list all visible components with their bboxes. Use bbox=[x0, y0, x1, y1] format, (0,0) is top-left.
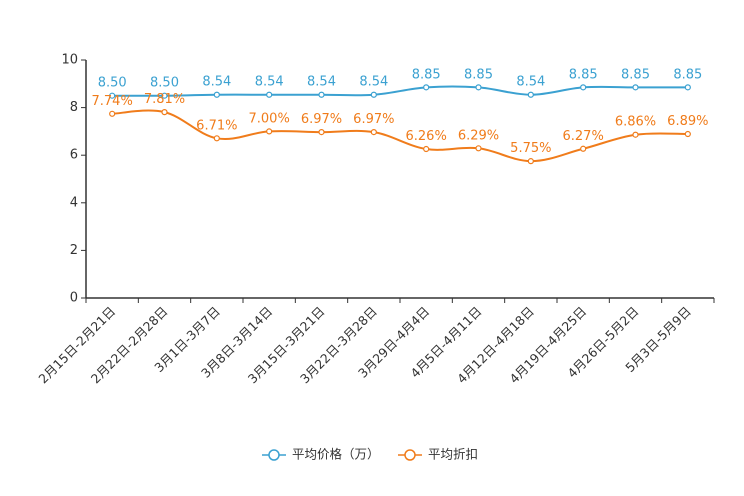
series-1-point[interactable] bbox=[213, 135, 220, 142]
series-1-point[interactable] bbox=[475, 145, 482, 152]
x-axis: 2月15日-2月21日2月22日-2月28日3月1日-3月7日3月8日-3月14… bbox=[35, 297, 715, 386]
series-0-point[interactable] bbox=[213, 91, 220, 98]
series-0-point[interactable] bbox=[109, 92, 116, 99]
series-0-data-label: 8.85 bbox=[673, 67, 702, 82]
series-0-data-label: 8.85 bbox=[412, 67, 441, 82]
legend[interactable]: 平均价格（万） 平均折扣 bbox=[262, 447, 478, 462]
series-0-point[interactable] bbox=[318, 91, 325, 98]
legend-label-price: 平均价格（万） bbox=[292, 447, 380, 462]
legend-item-price[interactable]: 平均价格（万） bbox=[262, 447, 380, 462]
series-1-data-label: 7.81% bbox=[144, 92, 185, 107]
series-0-line bbox=[112, 85, 688, 97]
series-0-point[interactable] bbox=[423, 84, 430, 91]
series-0-data-label: 8.54 bbox=[307, 75, 336, 90]
series-1-point[interactable] bbox=[580, 145, 587, 152]
series-1-data-label: 6.89% bbox=[667, 114, 708, 129]
series-0-point[interactable] bbox=[370, 91, 377, 98]
series-1-data-label: 6.27% bbox=[563, 129, 604, 144]
series-0-data-label: 8.54 bbox=[202, 75, 231, 90]
y-tick-label: 0 bbox=[70, 291, 78, 306]
series-1-point[interactable] bbox=[266, 128, 273, 135]
series-0-data-label: 8.85 bbox=[569, 67, 598, 82]
series-1-line bbox=[112, 109, 688, 163]
series-0-data-label: 8.54 bbox=[516, 75, 545, 90]
legend-label-discount: 平均折扣 bbox=[428, 447, 478, 462]
series-1-data-label: 6.29% bbox=[458, 128, 499, 143]
series-0-point[interactable] bbox=[475, 84, 482, 91]
series-1-point[interactable] bbox=[684, 130, 691, 138]
series-1: 7.74% 7.81% 6.71% 7.00% 6.97% 6.97% 6.26% 6.29%… bbox=[92, 92, 708, 165]
series-1-data-label: 6.86% bbox=[615, 115, 656, 130]
series-1-point[interactable] bbox=[109, 110, 116, 117]
series-0-point[interactable] bbox=[632, 84, 639, 91]
series-0-data-label: 8.85 bbox=[621, 67, 650, 82]
series-1-point[interactable] bbox=[632, 131, 639, 138]
y-tick-label: 2 bbox=[70, 243, 78, 258]
series-0-point[interactable] bbox=[266, 91, 273, 98]
series-0: 8.50 8.50 8.54 8.54 8.54 8.54 8.85 8.85 8.54 8.85… bbox=[98, 67, 702, 99]
series-0-data-label: 8.85 bbox=[464, 67, 493, 82]
y-tick-label: 10 bbox=[61, 53, 78, 68]
series-1-point[interactable] bbox=[527, 158, 534, 165]
y-tick-label: 4 bbox=[70, 195, 78, 210]
series-1-point[interactable] bbox=[318, 129, 325, 136]
legend-item-discount[interactable]: 平均折扣 bbox=[398, 447, 478, 462]
series-0-point[interactable] bbox=[684, 84, 691, 91]
series-1-data-label: 6.71% bbox=[196, 118, 237, 133]
series-1-data-label: 6.97% bbox=[301, 112, 342, 127]
y-tick-label: 6 bbox=[70, 148, 78, 163]
series-1-data-label: 5.75% bbox=[510, 141, 551, 156]
series-1-point[interactable] bbox=[423, 145, 430, 153]
series-0-point[interactable] bbox=[580, 84, 587, 91]
series-1-point[interactable] bbox=[370, 129, 377, 136]
series-0-data-label: 8.50 bbox=[150, 76, 179, 91]
series-0-data-label: 8.54 bbox=[255, 75, 284, 90]
series-0-point[interactable] bbox=[161, 92, 168, 99]
series-1-data-label: 6.97% bbox=[353, 112, 394, 127]
series-1-data-label: 7.74% bbox=[92, 94, 133, 109]
series-1-data-label: 7.00% bbox=[249, 111, 290, 126]
series-layer: 8.50 8.50 8.54 8.54 8.54 8.54 8.85 8.85 8.54 8.85… bbox=[92, 67, 708, 165]
series-0-data-label: 8.50 bbox=[98, 76, 127, 91]
series-0-data-label: 8.54 bbox=[359, 75, 388, 90]
series-1-point[interactable] bbox=[161, 109, 168, 116]
y-tick-label: 8 bbox=[70, 100, 78, 115]
series-1-data-label: 6.26% bbox=[406, 129, 447, 144]
y-axis: 0 2 4 6 8 10 bbox=[61, 53, 87, 306]
series-0-point[interactable] bbox=[527, 91, 534, 98]
